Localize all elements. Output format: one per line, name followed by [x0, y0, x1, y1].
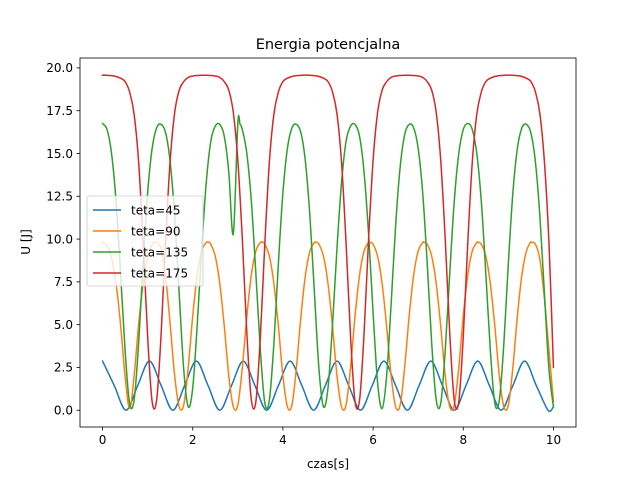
- y-tick-label: 12.5: [46, 190, 73, 204]
- y-tick-label: 7.5: [54, 275, 73, 289]
- legend-entry-label: teta=175: [131, 266, 188, 280]
- y-tick-label: 10.0: [46, 232, 73, 246]
- x-tick-label: 8: [459, 433, 467, 447]
- x-tick-label: 2: [189, 433, 197, 447]
- series-layer: [101, 74, 555, 413]
- chart-title: Energia potencjalna: [256, 37, 401, 53]
- plot-frame: [79, 57, 577, 428]
- y-axis-ticks: 0.0 2.5 5.0 7.5 10.0 12.5 15.0 17.5 20.0: [46, 61, 80, 418]
- series-line-2: [101, 240, 555, 411]
- legend: teta=45 teta=90 teta=135 teta=175: [86, 195, 204, 287]
- y-axis-label: U [J]: [19, 229, 33, 255]
- legend-entry-label: teta=135: [131, 245, 188, 259]
- x-axis-ticks: 0 2 4 6 8 10: [99, 427, 561, 447]
- y-tick-label: 15.0: [46, 147, 73, 161]
- y-tick-label: 5.0: [54, 318, 73, 332]
- legend-box: [86, 195, 204, 287]
- y-tick-label: 2.5: [54, 361, 73, 375]
- x-tick-label: 6: [369, 433, 377, 447]
- x-tick-label: 10: [546, 433, 561, 447]
- y-tick-label: 0.0: [54, 404, 73, 418]
- y-tick-label: 20.0: [46, 61, 73, 75]
- series-line-1: [101, 360, 555, 413]
- series-line-4: [101, 74, 555, 410]
- legend-entry-label: teta=90: [131, 224, 180, 238]
- legend-entry-label: teta=45: [131, 203, 180, 217]
- series-line-3: [101, 114, 555, 410]
- x-axis-label: czas[s]: [307, 457, 349, 471]
- y-tick-label: 17.5: [46, 104, 73, 118]
- x-tick-label: 4: [279, 433, 287, 447]
- x-tick-label: 0: [99, 433, 107, 447]
